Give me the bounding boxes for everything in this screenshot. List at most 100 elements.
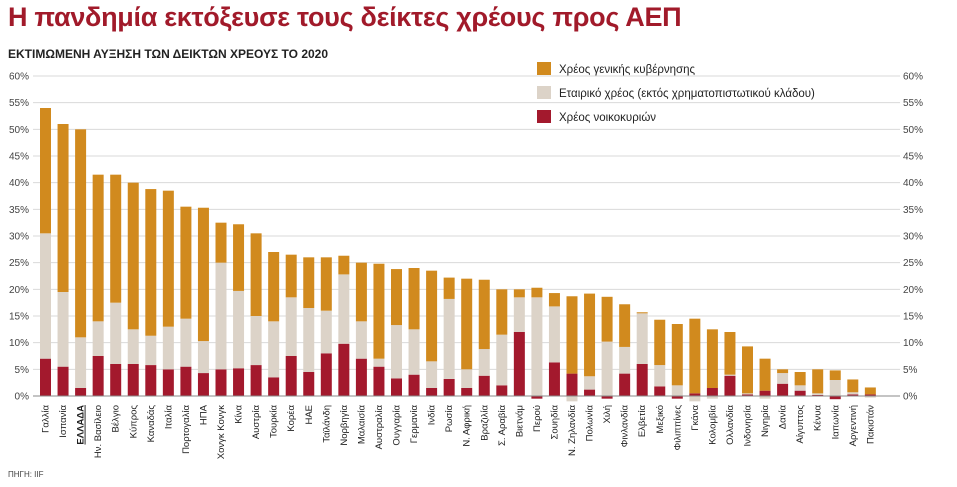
bar-corporate	[847, 392, 859, 395]
bar-government	[162, 190, 174, 327]
x-tick-label: Καναδάς	[146, 405, 157, 443]
bar-household	[548, 362, 560, 396]
bar-government	[636, 312, 648, 314]
bar-household	[426, 388, 438, 396]
bar-corporate	[584, 376, 596, 390]
y-tick-label-left: 15%	[9, 312, 29, 323]
bar-corporate	[566, 396, 578, 402]
bar-government	[496, 289, 508, 335]
bar-government	[443, 277, 455, 299]
bar-household	[57, 366, 69, 396]
x-tick-label: Ουγγαρία	[392, 405, 403, 446]
bar-corporate	[654, 365, 666, 387]
x-tick-label: Σουηδία	[549, 404, 560, 439]
bar-corporate	[145, 335, 157, 366]
y-tick-label-left: 25%	[9, 258, 29, 269]
legend-label: Εταιρικό χρέος (εκτός χρηματοπιστωτικού …	[559, 88, 815, 100]
x-tick-label: Βραζιλία	[479, 404, 490, 440]
bar-corporate	[478, 349, 490, 376]
bar-corporate	[812, 393, 824, 395]
y-tick-label-left: 35%	[9, 205, 29, 216]
bar-household	[864, 394, 876, 396]
bar-household	[250, 365, 262, 396]
bar-household	[812, 394, 824, 396]
x-tick-label: Φιλιππίνες	[672, 405, 683, 451]
x-tick-label: Νορβηγία	[339, 404, 350, 445]
bar-government	[338, 255, 350, 275]
bar-government	[391, 269, 402, 326]
x-tick-label: Χιλή	[602, 405, 613, 423]
bar-corporate	[110, 302, 122, 364]
bar-government	[320, 257, 332, 311]
bar-household	[320, 353, 332, 396]
bar-household	[794, 390, 806, 396]
bar-government	[92, 174, 104, 322]
x-tick-label: Τουρκία	[269, 404, 280, 438]
y-tick-label-left: 30%	[9, 232, 29, 243]
bar-government	[548, 293, 560, 307]
bar-household	[654, 386, 666, 396]
bar-corporate	[706, 396, 718, 399]
x-tick-label: Ταϊλάνδη	[321, 405, 332, 443]
bar-household	[391, 378, 402, 396]
bar-corporate	[197, 341, 209, 374]
bar-household	[742, 394, 753, 396]
bar-corporate	[531, 297, 543, 396]
x-tick-label: Χονγκ Κονγκ	[216, 405, 227, 460]
bar-household	[127, 364, 139, 396]
bar-corporate	[40, 233, 51, 359]
x-tick-label: Πακιστάν	[865, 405, 876, 444]
bar-corporate	[127, 329, 139, 364]
bar-corporate	[303, 308, 315, 372]
bar-household	[478, 375, 490, 396]
source-note: ΠΗΓΗ: IIF	[8, 470, 44, 479]
y-tick-label-right: 20%	[903, 285, 923, 296]
bar-household	[584, 389, 596, 396]
bar-government	[601, 296, 613, 342]
bar-government	[233, 224, 245, 291]
x-tick-label: Πολωνία	[585, 404, 596, 441]
bar-household	[443, 378, 455, 396]
bar-household	[75, 388, 87, 396]
bar-household	[829, 396, 841, 400]
bar-government	[215, 222, 227, 263]
bar-household	[285, 356, 297, 396]
bar-corporate	[742, 393, 753, 395]
y-tick-label-left: 50%	[9, 125, 29, 136]
bar-corporate	[285, 297, 297, 356]
legend-swatch	[537, 86, 551, 99]
bar-household	[601, 396, 613, 399]
x-tick-label: Ιαπωνία	[830, 404, 841, 439]
y-tick-label-right: 10%	[903, 338, 923, 349]
bar-household	[461, 388, 473, 396]
bar-corporate	[408, 329, 420, 375]
bar-household	[566, 373, 578, 396]
y-tick-label-right: 45%	[903, 152, 923, 163]
bar-household	[689, 393, 701, 396]
x-tick-label: Ρωσία	[444, 405, 455, 433]
y-tick-label-right: 5%	[903, 365, 918, 376]
bar-government	[426, 270, 438, 362]
bar-government	[689, 318, 701, 394]
bar-corporate	[461, 369, 473, 388]
bar-corporate	[724, 374, 736, 376]
bar-household	[40, 358, 51, 396]
chart-title: Η πανδημία εκτόξευσε τους δείκτες χρέους…	[8, 2, 682, 32]
bar-household	[496, 385, 508, 396]
y-tick-label-right: 35%	[903, 205, 923, 216]
legend-swatch	[537, 110, 551, 123]
bar-corporate	[829, 380, 841, 396]
bar-government	[777, 369, 789, 374]
x-tick-label: Αίγυπτος	[795, 405, 806, 444]
bar-government	[531, 287, 543, 298]
x-tick-label: Ιταλία	[163, 404, 174, 429]
y-tick-label-left: 60%	[9, 72, 29, 83]
x-tick-label: ΗΠΑ	[198, 404, 209, 425]
y-tick-label-left: 10%	[9, 338, 29, 349]
bar-household	[197, 373, 209, 396]
x-tick-label: Ην. Βασίλειο	[93, 405, 104, 458]
x-tick-label: Ολλανδία	[725, 405, 736, 445]
x-tick-label: Φινλανδία	[620, 405, 631, 448]
bar-corporate	[338, 274, 350, 344]
